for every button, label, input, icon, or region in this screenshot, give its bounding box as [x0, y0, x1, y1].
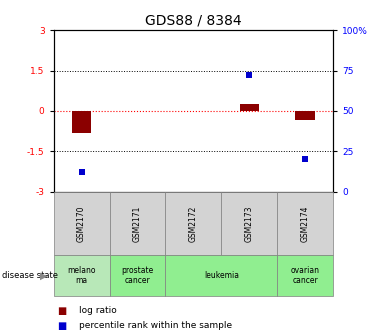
Text: log ratio: log ratio	[79, 306, 116, 315]
Text: GSM2170: GSM2170	[77, 205, 86, 242]
Text: GSM2171: GSM2171	[133, 205, 142, 242]
Bar	[72, 111, 92, 133]
Text: percentile rank within the sample: percentile rank within the sample	[79, 322, 232, 330]
Bar	[239, 104, 259, 111]
Text: ■: ■	[57, 321, 67, 331]
Text: prostate
cancer: prostate cancer	[121, 266, 154, 285]
Text: ovarian
cancer: ovarian cancer	[291, 266, 320, 285]
Text: leukemia: leukemia	[204, 271, 239, 280]
Bar	[295, 111, 315, 120]
Text: ▶: ▶	[40, 270, 48, 281]
Text: GSM2172: GSM2172	[189, 205, 198, 242]
Text: GSM2174: GSM2174	[301, 205, 310, 242]
Text: melano
ma: melano ma	[67, 266, 96, 285]
Title: GDS88 / 8384: GDS88 / 8384	[145, 14, 242, 28]
Text: ■: ■	[57, 306, 67, 316]
Text: disease state: disease state	[2, 271, 58, 280]
Text: GSM2173: GSM2173	[245, 205, 254, 242]
